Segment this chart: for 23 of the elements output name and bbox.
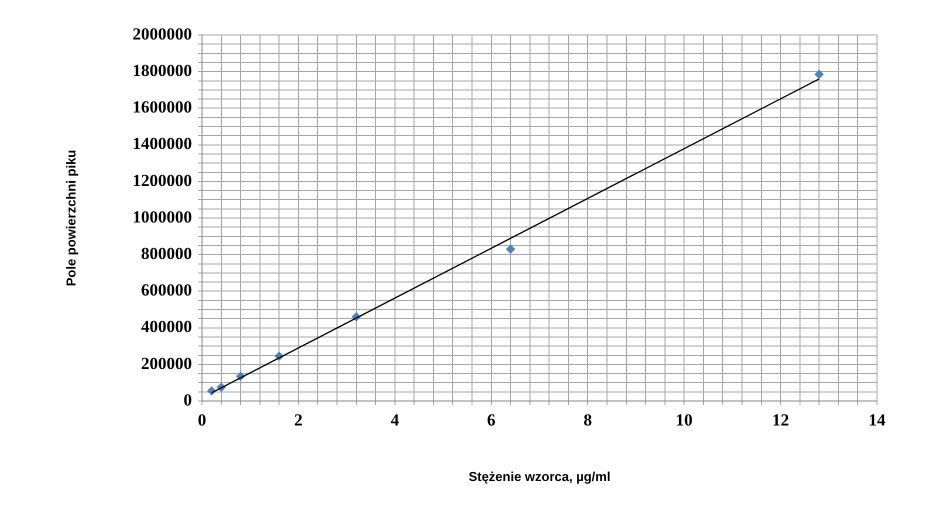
y-tick-label: 400000 bbox=[141, 317, 192, 336]
y-tick-label: 1000000 bbox=[132, 207, 192, 226]
x-tick-label: 10 bbox=[676, 410, 693, 430]
x-tick-label: 8 bbox=[583, 410, 592, 430]
x-tick-label: 6 bbox=[487, 410, 496, 430]
x-tick-label: 12 bbox=[772, 410, 790, 430]
y-tick-label: 1400000 bbox=[132, 134, 192, 154]
y-tick-label: 1200000 bbox=[132, 170, 192, 190]
y-tick-label: 1600000 bbox=[132, 98, 192, 117]
point bbox=[814, 70, 824, 79]
y-axis-title: Pole powierzchni piku bbox=[63, 150, 78, 286]
y-tick-label: 2000000 bbox=[132, 24, 192, 44]
x-tick-label: 2 bbox=[294, 410, 303, 430]
y-tick-label: 200000 bbox=[141, 354, 192, 373]
point bbox=[506, 244, 516, 254]
x-tick-label: 0 bbox=[198, 410, 206, 430]
x-tick-label: 4 bbox=[390, 410, 400, 430]
y-tick-label: 1800000 bbox=[132, 60, 192, 80]
x-tick-label: 14 bbox=[868, 410, 886, 430]
x-axis-title: Stężenie wzorca, µg/ml bbox=[468, 468, 610, 484]
y-tick-label: 0 bbox=[184, 390, 192, 410]
y-tick-label: 800000 bbox=[141, 244, 192, 263]
y-tick-label: 600000 bbox=[141, 280, 192, 300]
